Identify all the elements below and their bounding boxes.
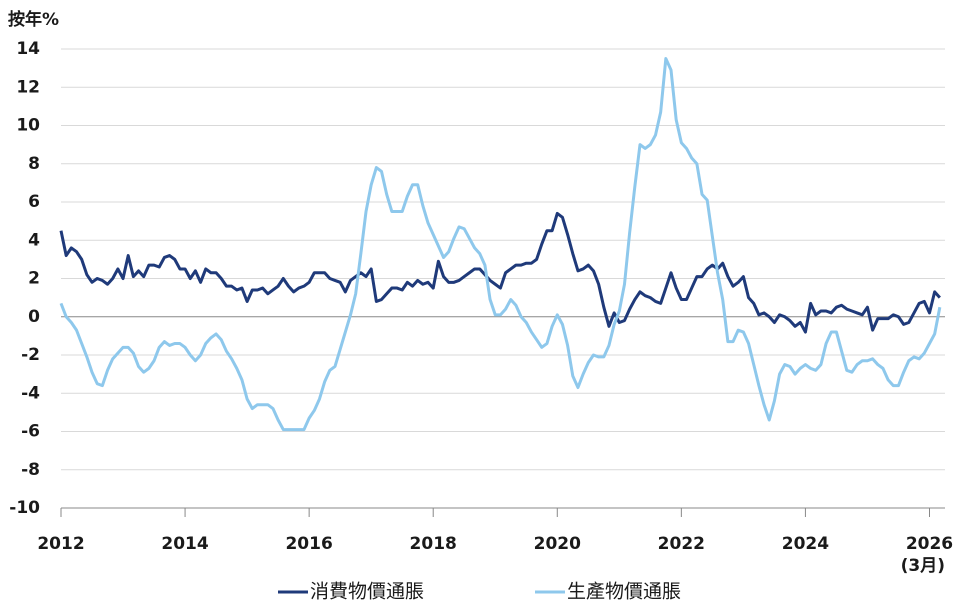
y-tick-label: 8 xyxy=(28,154,40,174)
y-tick-label: 0 xyxy=(28,307,40,327)
y-tick-label: -2 xyxy=(21,345,40,365)
x-tick-label: 2024 xyxy=(782,534,829,554)
x-tick-label: 2016 xyxy=(285,534,332,554)
y-tick-label: 4 xyxy=(28,230,40,250)
legend: 消費物價通脹 生產物價通脹 xyxy=(278,581,681,603)
legend-label: 生產物價通脹 xyxy=(567,581,681,603)
y-tick-label: -10 xyxy=(9,498,40,518)
x-tick-label: 2022 xyxy=(658,534,705,554)
y-tick-label: 12 xyxy=(16,77,40,97)
legend-label: 消費物價通脹 xyxy=(310,581,424,603)
x-tick-label: 2014 xyxy=(161,534,208,554)
y-tick-label: -6 xyxy=(21,422,40,442)
y-tick-label: -8 xyxy=(21,460,40,480)
y-tick-label: 10 xyxy=(16,116,40,136)
annotation: (3月) xyxy=(901,556,945,576)
y-axis-label: 按年% xyxy=(8,9,59,30)
x-tick-label: 2018 xyxy=(410,534,457,554)
series-line xyxy=(59,57,942,432)
x-tick-label: 2012 xyxy=(37,534,84,554)
y-tick-label: -4 xyxy=(21,383,40,403)
x-tick-label: 2026 xyxy=(906,534,953,554)
x-tick-label: 2020 xyxy=(534,534,581,554)
y-tick-label: 2 xyxy=(28,269,40,289)
series-line xyxy=(59,211,941,334)
y-tick-label: 14 xyxy=(16,39,40,59)
y-tick-label: 6 xyxy=(28,192,40,212)
